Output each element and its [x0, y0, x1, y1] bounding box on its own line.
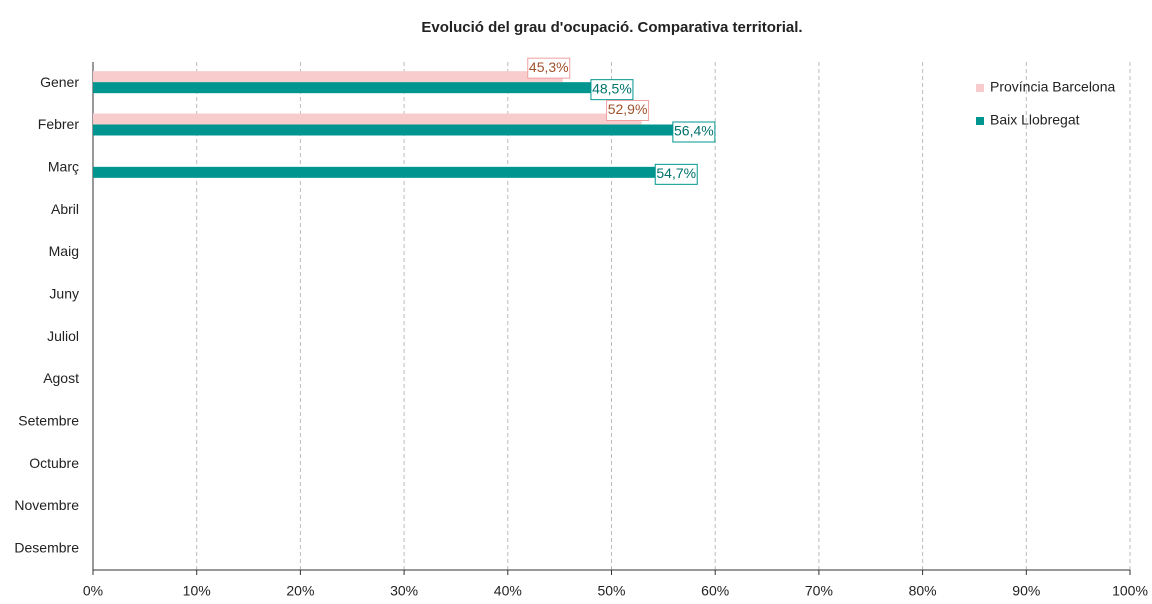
- data-label-box: [672, 121, 716, 143]
- legend-swatch: [976, 84, 984, 92]
- x-tick-label: 30%: [390, 583, 418, 599]
- data-label-box: [654, 163, 698, 185]
- bar: [93, 113, 642, 125]
- data-label-box: [527, 57, 571, 79]
- x-tick-label: 60%: [701, 583, 729, 599]
- data-label-box: [606, 100, 650, 121]
- x-tick-label: 100%: [1112, 583, 1148, 599]
- y-tick-label: Gener: [40, 74, 79, 90]
- y-tick-label: Juliol: [47, 328, 79, 344]
- x-tick-label: 80%: [909, 583, 937, 599]
- y-tick-label: Juny: [49, 286, 79, 302]
- y-tick-label: Setembre: [18, 413, 79, 429]
- bar: [93, 166, 661, 178]
- x-tick-label: 40%: [494, 583, 522, 599]
- y-tick-label: Abril: [51, 201, 79, 217]
- bar: [93, 71, 563, 83]
- y-tick-label: Agost: [43, 370, 79, 386]
- legend-swatch: [976, 117, 984, 125]
- data-label: 52,9%: [608, 101, 648, 117]
- data-label: 48,5%: [592, 80, 632, 96]
- x-tick-label: 70%: [805, 583, 833, 599]
- y-tick-label: Març: [48, 159, 79, 175]
- y-tick-label: Maig: [49, 243, 79, 259]
- data-label: 54,7%: [656, 165, 696, 181]
- y-tick-label: Octubre: [29, 455, 79, 471]
- bar: [93, 124, 678, 136]
- y-tick-label: Desembre: [14, 540, 79, 556]
- x-tick-label: 90%: [1012, 583, 1040, 599]
- data-label: 56,4%: [674, 123, 714, 139]
- x-tick-label: 20%: [286, 583, 314, 599]
- chart-title: Evolució del grau d'ocupació. Comparativ…: [421, 19, 802, 36]
- legend-label: Baix Llobregat: [990, 112, 1080, 128]
- x-tick-label: 10%: [183, 583, 211, 599]
- y-tick-label: Novembre: [14, 497, 79, 513]
- data-label-box: [590, 79, 634, 101]
- y-tick-label: Febrer: [38, 116, 80, 132]
- x-tick-label: 50%: [597, 583, 625, 599]
- legend-label: Província Barcelona: [990, 79, 1116, 95]
- bar: [93, 82, 596, 94]
- x-tick-label: 0%: [83, 583, 103, 599]
- data-label: 45,3%: [529, 59, 569, 75]
